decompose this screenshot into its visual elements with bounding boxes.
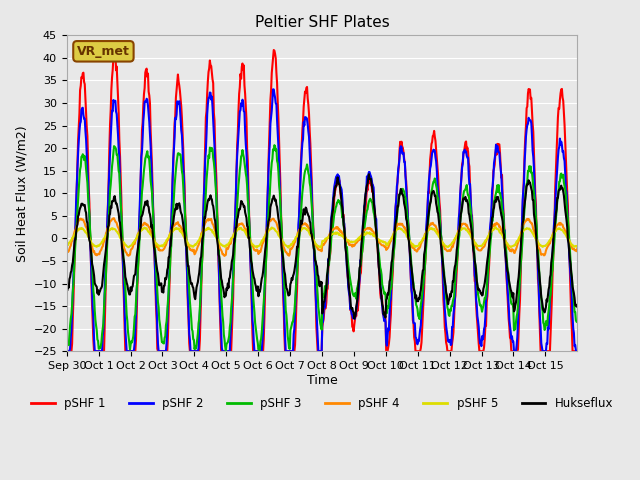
Title: Peltier SHF Plates: Peltier SHF Plates xyxy=(255,15,389,30)
Text: VR_met: VR_met xyxy=(77,45,130,58)
Y-axis label: Soil Heat Flux (W/m2): Soil Heat Flux (W/m2) xyxy=(15,125,28,262)
Legend: pSHF 1, pSHF 2, pSHF 3, pSHF 4, pSHF 5, Hukseflux: pSHF 1, pSHF 2, pSHF 3, pSHF 4, pSHF 5, … xyxy=(26,392,618,415)
X-axis label: Time: Time xyxy=(307,374,337,387)
